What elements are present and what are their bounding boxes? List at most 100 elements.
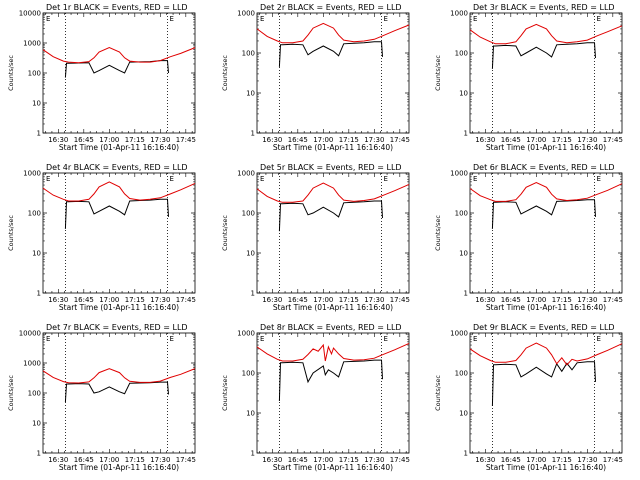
events-series-line [64, 381, 169, 403]
y-tick-label: 10 [459, 250, 468, 258]
x-tick-label: 17:15 [125, 136, 145, 144]
y-tick-label: 100 [242, 50, 255, 58]
x-axis-label: Start Time (01-Apr-11 16:16:40) [273, 143, 393, 152]
x-tick-label: 17:30 [364, 136, 384, 144]
y-tick-label: 10000 [19, 10, 41, 18]
e-marker: E [169, 335, 173, 343]
plot-frame [256, 172, 410, 294]
x-axis-label: Start Time (01-Apr-11 16:16:40) [486, 303, 606, 312]
e-marker: E [260, 15, 264, 23]
chart-panel-1: Det 1r BLACK = Events, RED = LLD 1 10 100 10… [7, 3, 196, 152]
lld-series-line [256, 342, 410, 362]
chart-panel-8: Det 8r BLACK = Events, RED = LLD 1 10 100 10… [221, 323, 410, 472]
e-marker: E [46, 15, 50, 23]
x-axis-label: Start Time (01-Apr-11 16:16:40) [486, 463, 606, 472]
e-marker: E [260, 175, 264, 183]
y-tick-label: 1000 [450, 10, 468, 18]
x-tick-label: 17:30 [150, 136, 170, 144]
chart-title: Det 8r BLACK = Events, RED = LLD [260, 323, 402, 332]
events-series-line [278, 359, 383, 402]
x-tick-label: 16:45 [74, 296, 94, 304]
y-axis-label: Counts/sec [434, 375, 442, 411]
x-axis-label: Start Time (01-Apr-11 16:16:40) [273, 303, 393, 312]
x-axis-label: Start Time (01-Apr-11 16:16:40) [59, 463, 179, 472]
x-tick-label: 17:30 [577, 296, 597, 304]
x-tick-label: 17:45 [603, 456, 623, 464]
e-marker: E [596, 335, 600, 343]
x-tick-label: 17:30 [364, 296, 384, 304]
lld-series-line [42, 47, 196, 64]
y-tick-label: 10 [32, 250, 41, 258]
x-tick-label: 17:00 [526, 136, 546, 144]
lld-series-line [256, 22, 410, 44]
x-tick-label: 17:45 [390, 136, 410, 144]
chart-panel-4: Det 4r BLACK = Events, RED = LLD 1 10 100 10… [7, 163, 196, 312]
e-marker: E [473, 335, 477, 343]
plot-frame [42, 172, 196, 294]
y-axis-label: Counts/sec [434, 55, 442, 91]
y-tick-label: 1000 [450, 330, 468, 338]
x-tick-label: 17:15 [552, 296, 572, 304]
chart-panel-7: Det 7r BLACK = Events, RED = LLD 1 10 100 10… [7, 323, 196, 472]
x-tick-label: 17:15 [339, 456, 359, 464]
y-tick-label: 100 [28, 210, 41, 218]
x-tick-label: 17:30 [150, 296, 170, 304]
x-tick-label: 17:00 [526, 456, 546, 464]
y-tick-label: 100 [455, 50, 468, 58]
y-tick-label: 1000 [237, 170, 255, 178]
lld-series-line [256, 182, 410, 203]
y-tick-label: 1 [251, 290, 255, 298]
y-tick-label: 10 [246, 250, 255, 258]
x-tick-label: 16:30 [475, 296, 495, 304]
e-marker: E [383, 175, 387, 183]
y-axis-label: Counts/sec [7, 375, 15, 411]
x-axis-label: Start Time (01-Apr-11 16:16:40) [273, 463, 393, 472]
chart-title: Det 1r BLACK = Events, RED = LLD [46, 3, 188, 12]
y-tick-label: 1 [251, 130, 255, 138]
y-tick-label: 1000 [237, 330, 255, 338]
e-marker: E [596, 175, 600, 183]
chart-title: Det 6r BLACK = Events, RED = LLD [473, 163, 615, 172]
y-tick-label: 1000 [23, 360, 41, 368]
plot-frame [256, 332, 410, 454]
y-tick-label: 1000 [23, 170, 41, 178]
chart-panel-5: Det 5r BLACK = Events, RED = LLD 1 10 100 10… [221, 163, 410, 312]
y-tick-label: 100 [242, 210, 255, 218]
y-tick-label: 1000 [23, 40, 41, 48]
plot-frame [256, 12, 410, 134]
chart-title: Det 9r BLACK = Events, RED = LLD [473, 323, 615, 332]
events-series-line [491, 361, 596, 407]
x-tick-label: 17:00 [313, 296, 333, 304]
x-tick-label: 16:45 [74, 136, 94, 144]
x-tick-label: 16:45 [288, 296, 308, 304]
y-tick-label: 100 [242, 370, 255, 378]
x-tick-label: 16:30 [475, 456, 495, 464]
y-tick-label: 1 [37, 290, 41, 298]
events-series-line [278, 200, 383, 232]
x-axis-label: Start Time (01-Apr-11 16:16:40) [486, 143, 606, 152]
y-tick-label: 1 [37, 450, 41, 458]
x-tick-label: 16:30 [475, 136, 495, 144]
y-tick-label: 1 [464, 450, 468, 458]
y-tick-label: 10 [32, 420, 41, 428]
x-tick-label: 17:00 [99, 296, 119, 304]
y-tick-label: 1 [464, 290, 468, 298]
e-marker: E [383, 335, 387, 343]
x-tick-label: 16:30 [262, 136, 282, 144]
x-tick-label: 16:45 [288, 136, 308, 144]
y-tick-label: 10 [246, 90, 255, 98]
plot-frame [469, 172, 623, 294]
x-tick-label: 17:15 [339, 136, 359, 144]
x-tick-label: 17:00 [313, 136, 333, 144]
x-tick-label: 16:30 [48, 456, 68, 464]
lld-series-line [469, 181, 623, 202]
e-marker: E [169, 15, 173, 23]
chart-title: Det 3r BLACK = Events, RED = LLD [473, 3, 615, 12]
y-tick-label: 10 [246, 410, 255, 418]
x-tick-label: 17:15 [339, 296, 359, 304]
x-tick-label: 16:45 [501, 296, 521, 304]
x-tick-label: 16:45 [288, 456, 308, 464]
chart-panel-9: Det 9r BLACK = Events, RED = LLD 1 10 100 10… [434, 323, 623, 472]
y-tick-label: 1 [464, 130, 468, 138]
y-axis-label: Counts/sec [221, 55, 229, 91]
